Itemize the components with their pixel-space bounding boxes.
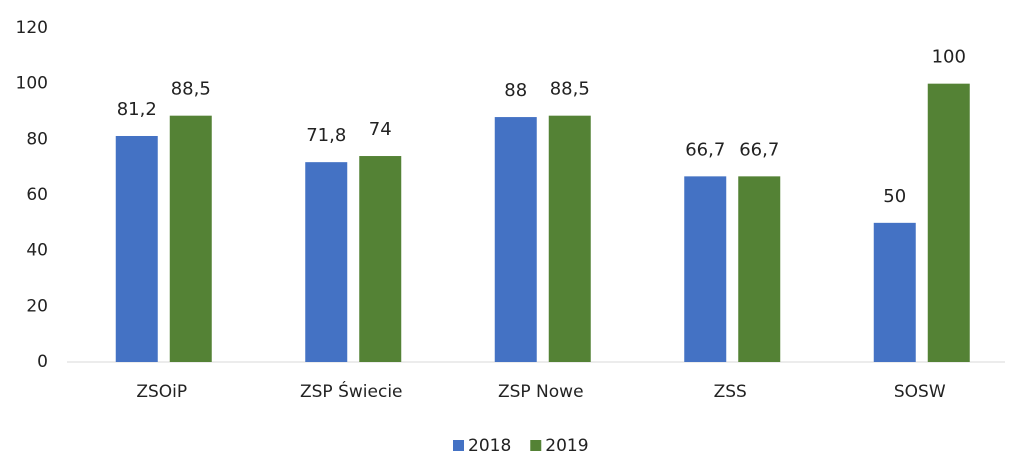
x-tick-label: ZSS	[714, 382, 747, 402]
y-tick-label: 60	[26, 185, 48, 205]
y-tick-label: 80	[26, 129, 48, 149]
legend-swatch	[453, 440, 464, 451]
bar	[494, 117, 537, 362]
bar	[738, 176, 781, 362]
value-label: 74	[369, 119, 392, 140]
x-tick-label: ZSOiP	[136, 382, 187, 402]
bar	[169, 115, 212, 362]
value-label: 88,5	[550, 79, 590, 100]
legend-label: 2019	[545, 436, 588, 455]
value-label: 88	[504, 80, 527, 101]
bar	[548, 115, 591, 362]
bar	[359, 156, 402, 362]
y-tick-label: 20	[26, 296, 48, 316]
y-tick-label: 0	[37, 352, 48, 372]
x-tick-label: ZSP Świecie	[300, 380, 403, 402]
bar	[305, 162, 348, 362]
bar	[115, 135, 158, 362]
legend-label: 2018	[468, 436, 511, 455]
bar	[873, 222, 916, 362]
value-label: 81,2	[117, 99, 157, 120]
value-label: 50	[883, 186, 906, 207]
value-label: 88,5	[171, 79, 211, 100]
bar	[927, 83, 970, 363]
value-label: 66,7	[739, 139, 779, 160]
legend-swatch	[530, 440, 542, 451]
value-label: 100	[932, 47, 966, 68]
value-label: 66,7	[685, 139, 725, 160]
x-tick-label: ZSP Nowe	[498, 382, 584, 402]
bar	[684, 176, 727, 362]
x-tick-label: SOSW	[894, 382, 946, 402]
y-tick-label: 100	[16, 74, 48, 94]
y-tick-label: 120	[16, 18, 48, 38]
value-label: 71,8	[306, 125, 346, 146]
y-tick-label: 40	[26, 241, 48, 261]
